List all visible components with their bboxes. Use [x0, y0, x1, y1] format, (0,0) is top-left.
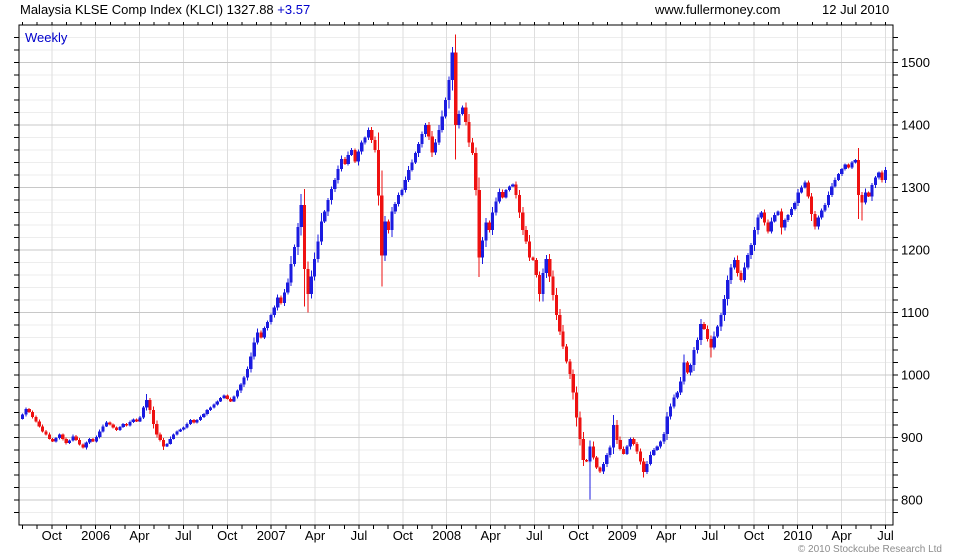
- svg-text:Jul: Jul: [175, 528, 192, 543]
- svg-text:Jul: Jul: [351, 528, 368, 543]
- svg-text:2008: 2008: [432, 528, 461, 543]
- svg-text:Apr: Apr: [832, 528, 853, 543]
- svg-text:Oct: Oct: [744, 528, 765, 543]
- svg-text:Oct: Oct: [568, 528, 589, 543]
- svg-text:1200: 1200: [901, 243, 930, 258]
- svg-text:Apr: Apr: [656, 528, 677, 543]
- svg-text:Jul: Jul: [702, 528, 719, 543]
- svg-text:Oct: Oct: [393, 528, 414, 543]
- svg-text:Oct: Oct: [217, 528, 238, 543]
- last-price: 1327.88: [226, 2, 274, 17]
- svg-text:1300: 1300: [901, 180, 930, 195]
- svg-text:2006: 2006: [81, 528, 110, 543]
- instrument-name: Malaysia KLSE Comp Index (KLCI): [20, 2, 224, 17]
- frequency-label: Weekly: [25, 30, 68, 45]
- svg-text:2007: 2007: [257, 528, 286, 543]
- svg-text:Oct: Oct: [42, 528, 63, 543]
- svg-text:1100: 1100: [901, 305, 929, 320]
- svg-text:Jul: Jul: [526, 528, 543, 543]
- svg-text:Jul: Jul: [877, 528, 894, 543]
- svg-text:Apr: Apr: [129, 528, 150, 543]
- price-change: +3.57: [277, 2, 311, 17]
- svg-text:900: 900: [901, 430, 923, 445]
- svg-text:1000: 1000: [901, 368, 930, 383]
- date-label: 12 Jul 2010: [822, 2, 890, 17]
- svg-text:800: 800: [901, 493, 923, 508]
- svg-text:2009: 2009: [608, 528, 637, 543]
- svg-text:2010: 2010: [783, 528, 812, 543]
- svg-text:Apr: Apr: [480, 528, 501, 543]
- website-label: www.fullermoney.com: [655, 2, 781, 17]
- copyright-label: © 2010 Stockcube Research Ltd: [797, 544, 942, 555]
- svg-text:Apr: Apr: [305, 528, 326, 543]
- svg-text:1500: 1500: [901, 55, 930, 70]
- page-title: Malaysia KLSE Comp Index (KLCI) 1327.88 …: [20, 2, 310, 17]
- svg-text:1400: 1400: [901, 118, 930, 133]
